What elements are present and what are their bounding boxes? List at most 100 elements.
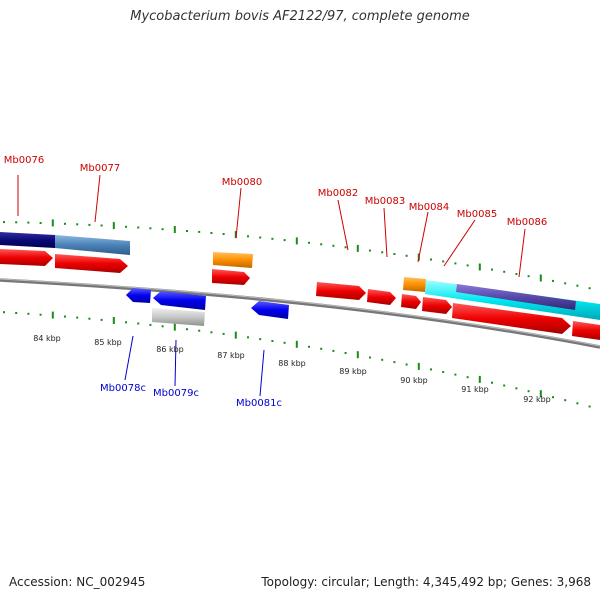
reverse-scale-minor-tick — [186, 328, 188, 331]
reverse-scale-minor-tick — [149, 323, 152, 326]
reverse-scale-minor-tick — [3, 311, 5, 314]
feature-mb0084-orange[interactable] — [403, 277, 426, 292]
gene-next-arrow[interactable] — [572, 321, 600, 340]
gene-mb0086-arrow[interactable] — [452, 303, 571, 334]
reverse-scale-minor-tick — [100, 318, 103, 321]
feature-mb0076-navy[interactable] — [0, 232, 55, 248]
kbp-label-89: 89 kbp — [339, 367, 367, 376]
reverse-scale-minor-tick — [466, 376, 469, 379]
forward-scale-minor-tick — [308, 241, 310, 244]
forward-scale-major-tick — [539, 274, 542, 282]
kbp-label-90: 90 kbp — [400, 376, 428, 385]
forward-scale-minor-tick — [454, 262, 457, 265]
forward-scale-minor-tick — [393, 253, 396, 255]
reverse-scale-minor-tick — [15, 312, 18, 314]
gene-label-mb0080[interactable]: Mb0080 — [222, 177, 262, 188]
feature-mb0086-purple[interactable] — [456, 284, 576, 310]
reverse-scale-minor-tick — [369, 356, 371, 359]
reverse-scale-minor-tick — [64, 315, 66, 318]
reverse-scale-minor-tick — [564, 399, 567, 402]
gene-mb0076-arrow[interactable] — [0, 249, 53, 266]
forward-scale-minor-tick — [125, 225, 127, 228]
genome-backbone — [0, 278, 600, 349]
forward-scale-major-tick — [295, 237, 298, 245]
gene-mb0080-arrow[interactable] — [212, 269, 250, 285]
kbp-label-85: 85 kbp — [94, 338, 122, 347]
gene-label-mb0083[interactable]: Mb0083 — [365, 196, 405, 207]
forward-scale-minor-tick — [503, 270, 506, 273]
gene-mb0085-arrow[interactable] — [422, 297, 452, 314]
genome-summary-text: Topology: circular; Length: 4,345,492 bp… — [261, 575, 591, 589]
gene-label-mb0078c[interactable]: Mb0078c — [100, 383, 146, 394]
forward-scale-minor-tick — [222, 233, 225, 235]
forward-scale-minor-tick — [552, 279, 554, 282]
kbp-label-87: 87 kbp — [217, 351, 245, 360]
forward-scale-major-tick — [112, 222, 115, 230]
forward-scale-minor-tick — [491, 268, 493, 271]
genome-backbone-highlight — [0, 278, 600, 347]
reverse-scale-minor-tick — [198, 329, 201, 332]
feature-mb0079c-gray[interactable] — [152, 308, 205, 326]
gene-mb0077-arrow[interactable] — [55, 254, 128, 273]
forward-scale-minor-tick — [88, 223, 91, 226]
reverse-scale-minor-tick — [247, 336, 249, 339]
forward-scale-minor-tick — [283, 239, 286, 242]
gene-mb0079c-arrow[interactable] — [153, 291, 206, 310]
forward-scale-minor-tick — [344, 246, 347, 249]
gene-label-mb0076[interactable]: Mb0076 — [4, 155, 44, 166]
feature-mb0077-steel[interactable] — [55, 235, 130, 255]
kbp-label-88: 88 kbp — [278, 359, 306, 368]
reverse-scale-major-tick — [51, 311, 54, 319]
forward-scale-minor-tick — [15, 221, 18, 224]
gene-mb0082-arrow[interactable] — [316, 282, 366, 300]
gene-mb0083-arrow[interactable] — [367, 289, 396, 305]
gene-mb0081c-arrow[interactable] — [251, 301, 289, 319]
gene-label-mb0082[interactable]: Mb0082 — [318, 188, 358, 199]
gene-label-mb0086[interactable]: Mb0086 — [507, 217, 547, 228]
gene-mb0078c-arrow[interactable] — [126, 288, 151, 303]
gene-label-mb0079c[interactable]: Mb0079c — [153, 388, 199, 399]
forward-scale-minor-tick — [576, 284, 579, 287]
kbp-labels: 84 kbp 85 kbp 86 kbp 87 kbp 88 kbp 89 kb… — [33, 334, 551, 404]
reverse-scale-minor-tick — [137, 322, 140, 325]
forward-scale-minor-tick — [564, 282, 567, 285]
gene-mb0084-arrow[interactable] — [401, 294, 421, 309]
forward-scale-ticks — [3, 219, 591, 290]
reverse-scale-minor-tick — [76, 316, 79, 319]
reverse-scale-minor-tick — [210, 331, 213, 334]
reverse-scale-minor-tick — [39, 313, 42, 316]
reverse-scale-minor-tick — [332, 349, 335, 352]
forward-scale-minor-tick — [137, 226, 140, 229]
forward-scale-minor-tick — [320, 243, 323, 246]
forward-scale-major-tick — [51, 219, 54, 227]
reverse-scale-major-tick — [295, 340, 298, 348]
forward-scale-minor-tick — [515, 273, 518, 275]
reverse-scale-minor-tick — [527, 390, 530, 393]
forward-scale-minor-tick — [466, 264, 469, 267]
kbp-label-86: 86 kbp — [156, 345, 184, 354]
reverse-scale-major-tick — [112, 317, 115, 324]
gene-label-mb0084[interactable]: Mb0084 — [409, 202, 449, 213]
feature-mb0080-orange[interactable] — [213, 252, 253, 268]
forward-scale-minor-tick — [271, 237, 274, 240]
reverse-scale-major-tick — [478, 375, 481, 383]
gene-label-mb0077[interactable]: Mb0077 — [80, 163, 120, 174]
reverse-scale-minor-tick — [503, 384, 506, 387]
reverse-scale-minor-tick — [430, 368, 432, 371]
reverse-scale-minor-tick — [393, 361, 396, 364]
forward-scale-major-tick — [234, 231, 237, 239]
forward-scale-major-tick — [173, 226, 176, 233]
forward-scale-minor-tick — [442, 260, 445, 263]
reverse-scale-minor-tick — [442, 371, 445, 373]
gene-label-mb0085[interactable]: Mb0085 — [457, 209, 497, 220]
reverse-scale-minor-tick — [381, 358, 384, 361]
gene-label-mb0081c[interactable]: Mb0081c — [236, 398, 282, 409]
reverse-scale-minor-tick — [125, 321, 127, 324]
forward-scale-minor-tick — [381, 251, 384, 254]
forward-scale-major-tick — [356, 244, 359, 252]
reverse-scale-major-tick — [173, 323, 176, 331]
reverse-gene-leaders — [124, 335, 265, 397]
forward-scale-minor-tick — [76, 223, 79, 226]
reverse-scale-minor-tick — [222, 332, 225, 335]
forward-scale-minor-tick — [64, 222, 66, 225]
